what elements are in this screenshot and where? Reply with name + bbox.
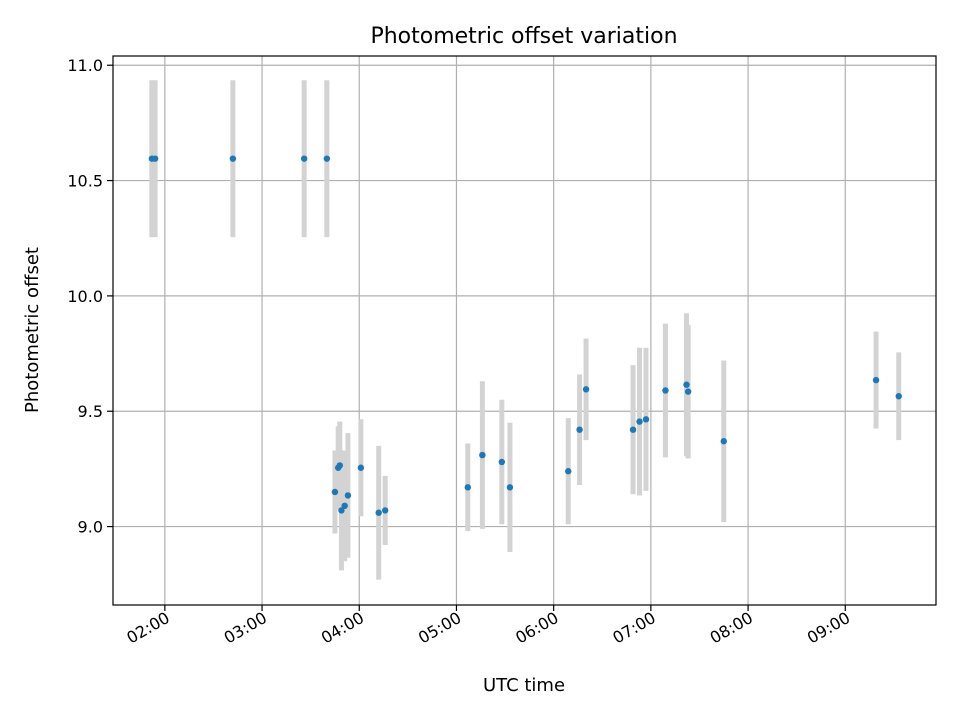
y-axis: 9.0 9.5 10.0 10.5 11.0 [67, 56, 113, 537]
data-point [375, 509, 382, 516]
data-point [151, 155, 159, 162]
point-layer [148, 155, 902, 516]
x-tick-label: 05:00 [415, 608, 464, 648]
data-point [357, 464, 365, 471]
x-tick-label: 04:00 [318, 608, 367, 648]
x-tick-label: 09:00 [804, 608, 853, 648]
data-point [464, 484, 471, 491]
data-point [684, 388, 692, 395]
data-point [683, 381, 690, 388]
x-tick-label: 06:00 [512, 608, 561, 648]
x-axis-label: UTC time [483, 675, 565, 696]
errorbar-layer [149, 80, 902, 580]
data-point [229, 155, 237, 162]
x-tick-label: 08:00 [707, 608, 756, 648]
x-tick-label: 02:00 [123, 608, 172, 648]
y-tick-label: 9.0 [78, 518, 103, 537]
y-tick-label: 10.0 [67, 287, 103, 306]
data-point [341, 502, 348, 510]
data-point [629, 426, 637, 433]
data-point [506, 484, 514, 491]
data-point [895, 393, 902, 400]
data-point [872, 376, 880, 384]
data-point [381, 507, 389, 514]
y-tick-label: 11.0 [67, 56, 103, 75]
data-point [344, 492, 352, 499]
grid-layer [113, 56, 936, 605]
x-axis: 02:00 03:00 04:00 05:00 06:00 07:00 08:00 09:00 [123, 605, 853, 648]
data-point [498, 458, 506, 466]
data-point [300, 155, 308, 162]
data-point [565, 468, 572, 475]
y-axis-label: Photometric offset [22, 247, 43, 413]
data-point [331, 488, 339, 496]
y-tick-label: 9.5 [78, 402, 103, 421]
y-tick-label: 10.5 [67, 172, 103, 191]
chart-title: Photometric offset variation [370, 24, 677, 49]
data-point [720, 438, 727, 445]
x-tick-label: 03:00 [221, 608, 270, 648]
data-point [479, 451, 486, 459]
data-point [662, 387, 669, 394]
data-point [582, 386, 590, 393]
x-tick-label: 07:00 [609, 608, 658, 648]
data-point [338, 507, 345, 514]
data-point [576, 426, 583, 433]
data-point [323, 155, 331, 162]
plot-frame [112, 55, 937, 606]
data-point [642, 416, 650, 423]
data-point [636, 418, 643, 425]
data-point [336, 462, 344, 469]
